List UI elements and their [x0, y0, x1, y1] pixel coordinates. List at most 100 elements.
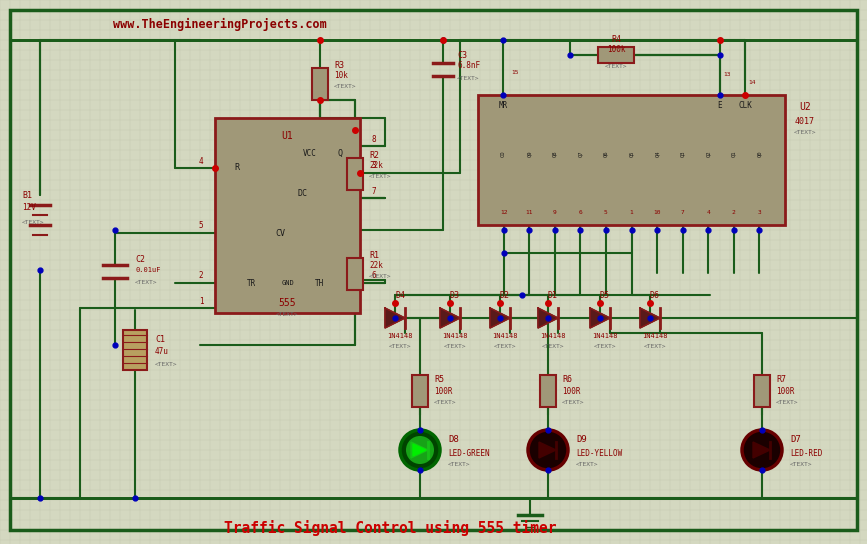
Text: <TEXT>: <TEXT> — [369, 175, 392, 180]
Text: 22k: 22k — [369, 162, 383, 170]
Text: <TEXT>: <TEXT> — [444, 343, 466, 349]
Polygon shape — [411, 442, 428, 458]
Text: Q: Q — [337, 149, 342, 158]
Text: <TEXT>: <TEXT> — [790, 461, 812, 467]
Text: 0.01uF: 0.01uF — [135, 267, 160, 273]
Bar — [754, 375, 770, 407]
Text: B1: B1 — [22, 190, 32, 200]
Bar — [123, 330, 147, 370]
Text: 4: 4 — [707, 211, 710, 215]
Text: DC: DC — [297, 189, 307, 197]
Text: Q2: Q2 — [706, 150, 711, 157]
Text: TH: TH — [315, 279, 324, 287]
Text: 1N4148: 1N4148 — [642, 333, 668, 339]
Text: Q8: Q8 — [552, 150, 557, 157]
Text: 1N4148: 1N4148 — [388, 333, 413, 339]
Text: 100k: 100k — [607, 45, 625, 53]
Text: R6: R6 — [562, 375, 572, 385]
Bar — [312, 68, 328, 100]
Text: <TEXT>: <TEXT> — [493, 343, 516, 349]
Text: U2: U2 — [799, 102, 811, 112]
Text: www.TheEngineeringProjects.com: www.TheEngineeringProjects.com — [113, 17, 327, 30]
Circle shape — [400, 430, 440, 470]
Text: <TEXT>: <TEXT> — [277, 312, 299, 318]
Text: 7: 7 — [681, 211, 685, 215]
Polygon shape — [440, 308, 460, 328]
Bar — [215, 118, 360, 313]
Text: C3: C3 — [457, 51, 467, 59]
Text: 47u: 47u — [155, 348, 169, 356]
Text: R5: R5 — [434, 375, 444, 385]
Text: <TEXT>: <TEXT> — [644, 343, 666, 349]
Text: <TEXT>: <TEXT> — [457, 76, 479, 81]
Text: E: E — [718, 101, 722, 109]
Text: 2: 2 — [732, 211, 736, 215]
Text: Q3: Q3 — [681, 150, 685, 157]
Text: U1: U1 — [282, 131, 293, 141]
Text: 12V: 12V — [22, 202, 36, 212]
Text: D4: D4 — [395, 292, 405, 300]
Text: CO: CO — [501, 150, 506, 157]
Text: D9: D9 — [576, 436, 587, 444]
Text: GND: GND — [281, 280, 294, 286]
Polygon shape — [385, 308, 405, 328]
Text: <TEXT>: <TEXT> — [576, 461, 598, 467]
Text: <TEXT>: <TEXT> — [334, 84, 356, 90]
Text: 1: 1 — [199, 296, 204, 306]
Text: Q7: Q7 — [577, 150, 583, 157]
Circle shape — [528, 430, 568, 470]
Text: Q0: Q0 — [757, 150, 762, 157]
Bar — [598, 47, 634, 63]
Text: 100R: 100R — [562, 386, 581, 395]
Text: <TEXT>: <TEXT> — [605, 65, 627, 70]
Text: 100R: 100R — [776, 386, 794, 395]
Text: <TEXT>: <TEXT> — [562, 399, 584, 405]
Text: 4: 4 — [199, 157, 204, 165]
Text: D8: D8 — [448, 436, 459, 444]
Text: <TEXT>: <TEXT> — [448, 461, 471, 467]
Text: TR: TR — [246, 279, 256, 287]
Text: <TEXT>: <TEXT> — [135, 280, 158, 285]
Text: D2: D2 — [500, 292, 510, 300]
Text: 1: 1 — [629, 211, 634, 215]
Text: 3: 3 — [758, 211, 761, 215]
Text: 13: 13 — [723, 72, 731, 77]
Bar — [478, 95, 785, 225]
Polygon shape — [539, 442, 556, 458]
Text: <TEXT>: <TEXT> — [434, 399, 457, 405]
Polygon shape — [590, 308, 610, 328]
Text: 5: 5 — [604, 211, 608, 215]
Text: R7: R7 — [776, 375, 786, 385]
Text: 6: 6 — [578, 211, 583, 215]
Text: 2: 2 — [199, 271, 204, 281]
Text: Q6: Q6 — [603, 150, 609, 157]
Text: 22k: 22k — [369, 262, 383, 270]
Text: <TEXT>: <TEXT> — [794, 131, 816, 135]
Text: C2: C2 — [135, 255, 145, 263]
Text: 10k: 10k — [334, 71, 348, 81]
Text: 6: 6 — [372, 271, 376, 281]
Text: 100R: 100R — [434, 386, 453, 395]
Text: LED-RED: LED-RED — [790, 448, 823, 458]
Polygon shape — [753, 442, 770, 458]
Bar — [412, 375, 428, 407]
Circle shape — [406, 436, 434, 464]
Text: 1N4148: 1N4148 — [492, 333, 518, 339]
Polygon shape — [538, 308, 558, 328]
Text: <TEXT>: <TEXT> — [369, 275, 392, 280]
Text: D1: D1 — [548, 292, 558, 300]
Text: 6.8nF: 6.8nF — [457, 61, 480, 71]
Text: CV: CV — [275, 228, 285, 238]
Text: 1N4148: 1N4148 — [540, 333, 566, 339]
Text: LED-GREEN: LED-GREEN — [448, 448, 490, 458]
Text: 8: 8 — [372, 134, 376, 144]
Polygon shape — [640, 308, 660, 328]
Text: <TEXT>: <TEXT> — [22, 219, 44, 225]
Text: <TEXT>: <TEXT> — [155, 362, 178, 367]
Text: VCC: VCC — [303, 149, 316, 158]
Text: R4: R4 — [611, 34, 621, 44]
Polygon shape — [413, 444, 426, 456]
Text: 12: 12 — [500, 211, 507, 215]
Text: 4017: 4017 — [795, 116, 815, 126]
Text: R1: R1 — [369, 250, 379, 259]
